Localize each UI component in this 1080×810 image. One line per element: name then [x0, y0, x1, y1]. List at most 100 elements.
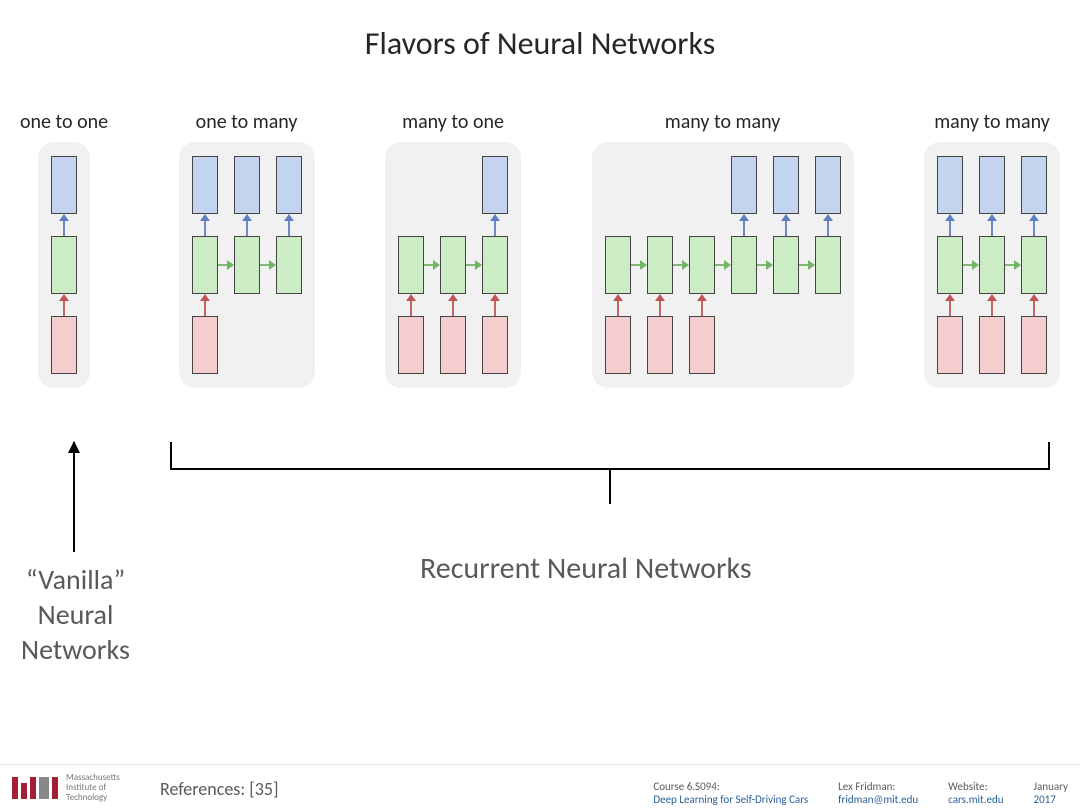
mit-logo: Massachusetts Institute of Technology	[0, 773, 150, 803]
nn-column	[231, 156, 263, 374]
hidden-box	[398, 236, 424, 294]
output-box	[51, 156, 77, 214]
output-box	[1021, 156, 1047, 214]
panel-body	[924, 142, 1060, 388]
nn-column	[48, 156, 80, 374]
arrow-right-icon	[963, 259, 979, 271]
arrow-up-icon	[738, 214, 750, 236]
output-box	[937, 156, 963, 214]
footer-col-value: cars.mit.edu	[948, 793, 1003, 806]
nn-panel: many to one	[385, 110, 521, 388]
hidden-box	[192, 236, 218, 294]
footer-column: Course 6.S094: Deep Learning for Self-Dr…	[653, 780, 808, 806]
nn-column	[479, 156, 511, 374]
input-box	[605, 316, 631, 374]
footer-col-title: Website:	[948, 780, 1003, 793]
nn-column	[395, 156, 427, 374]
arrow-up-icon	[58, 294, 70, 316]
nn-panel: many to many	[924, 110, 1060, 388]
page-title: Flavors of Neural Networks	[0, 0, 1080, 63]
nn-panel: one to many	[179, 110, 315, 388]
arrow-right-icon	[799, 259, 815, 271]
arrow-up-icon	[1028, 294, 1040, 316]
hidden-box	[605, 236, 631, 294]
panel-body	[385, 142, 521, 388]
hidden-box	[234, 236, 260, 294]
arrow-up-icon	[944, 214, 956, 236]
rnn-bracket	[170, 442, 1050, 470]
footer-column: Lex Fridman: fridman@mit.edu	[838, 780, 918, 806]
panel-body	[38, 142, 90, 388]
nn-column	[934, 156, 966, 374]
panel-label: many to one	[402, 110, 504, 134]
panel-body	[592, 142, 854, 388]
nn-panel: one to one	[20, 110, 108, 388]
output-box	[979, 156, 1005, 214]
hidden-box	[482, 236, 508, 294]
panel-label: many to many	[934, 110, 1050, 134]
arrow-right-icon	[757, 259, 773, 271]
output-box	[815, 156, 841, 214]
nn-column	[602, 156, 634, 374]
hidden-box	[689, 236, 715, 294]
footer-col-title: January	[1034, 780, 1068, 793]
arrow-right-icon	[260, 259, 276, 271]
references-text: References: [35]	[160, 778, 279, 800]
mit-logo-icon	[12, 777, 58, 799]
input-box	[482, 316, 508, 374]
panel-label: many to many	[665, 110, 781, 134]
hidden-box	[773, 236, 799, 294]
output-box	[773, 156, 799, 214]
arrow-right-icon	[424, 259, 440, 271]
input-box	[979, 316, 1005, 374]
arrow-up-icon	[447, 294, 459, 316]
arrow-up-icon	[654, 294, 666, 316]
nn-column	[644, 156, 676, 374]
panel-body	[179, 142, 315, 388]
arrow-up-icon	[696, 294, 708, 316]
arrow-right-icon	[1005, 259, 1021, 271]
arrow-up-icon	[612, 294, 624, 316]
input-box	[1021, 316, 1047, 374]
arrow-up-icon	[199, 294, 211, 316]
vanilla-label: “Vanilla” Neural Networks	[8, 562, 143, 667]
arrow-up-icon	[58, 214, 70, 236]
footer-col-value: Deep Learning for Self-Driving Cars	[653, 793, 808, 806]
input-box	[689, 316, 715, 374]
arrow-up-icon	[489, 294, 501, 316]
hidden-box	[731, 236, 757, 294]
arrow-up-icon	[283, 214, 295, 236]
panel-label: one to one	[20, 110, 108, 134]
nn-column	[1018, 156, 1050, 374]
nn-column	[770, 156, 802, 374]
nn-column	[976, 156, 1008, 374]
hidden-box	[440, 236, 466, 294]
output-box	[276, 156, 302, 214]
rnn-label: Recurrent Neural Networks	[420, 550, 752, 587]
nn-column	[189, 156, 221, 374]
hidden-box	[937, 236, 963, 294]
hidden-box	[51, 236, 77, 294]
arrow-up-icon	[405, 294, 417, 316]
arrow-up-icon	[944, 294, 956, 316]
rnn-bracket-stem	[609, 470, 611, 504]
hidden-box	[1021, 236, 1047, 294]
diagrams-row: one to one one to many many to one	[20, 110, 1060, 388]
footer-col-title: Lex Fridman:	[838, 780, 918, 793]
vanilla-arrow	[73, 442, 75, 552]
nn-column	[728, 156, 760, 374]
arrow-up-icon	[822, 214, 834, 236]
input-box	[192, 316, 218, 374]
output-box	[731, 156, 757, 214]
input-box	[398, 316, 424, 374]
footer-column: Website: cars.mit.edu	[948, 780, 1003, 806]
footer: Massachusetts Institute of Technology Re…	[0, 764, 1080, 810]
arrow-up-icon	[199, 214, 211, 236]
hidden-box	[815, 236, 841, 294]
mit-logo-text: Massachusetts Institute of Technology	[66, 773, 120, 803]
nn-column	[273, 156, 305, 374]
hidden-box	[276, 236, 302, 294]
footer-column: January 2017	[1034, 780, 1068, 806]
arrow-up-icon	[780, 214, 792, 236]
arrow-up-icon	[986, 294, 998, 316]
